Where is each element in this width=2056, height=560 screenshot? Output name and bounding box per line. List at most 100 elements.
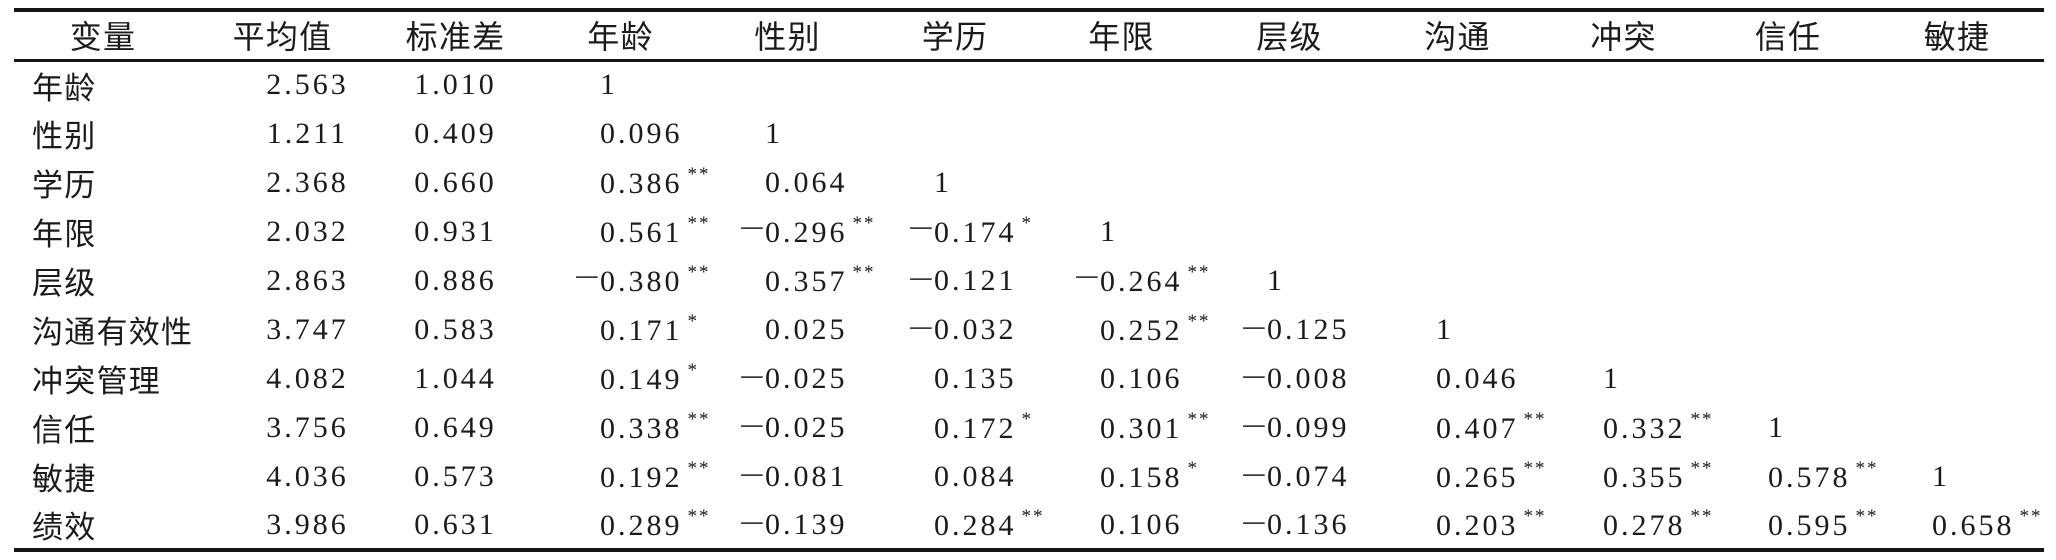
- significance-stars: **: [1523, 458, 1547, 479]
- corr-cell: 1: [1706, 403, 1870, 452]
- corr-cell: 0.278 **: [1541, 501, 1712, 550]
- minus-sign: −: [573, 261, 600, 294]
- corr-value: −0.025: [738, 360, 848, 395]
- mean-cell: 4.036: [266, 459, 349, 493]
- table-row: 性别 1.211 0.409 0.096 1: [14, 109, 2044, 158]
- corr-cell: −0.099: [1205, 403, 1374, 452]
- corr-value: 0.025: [765, 312, 848, 346]
- corr-value: 0.278 **: [1603, 506, 1714, 542]
- corr-value: 1: [1603, 361, 1621, 395]
- significance-stars: **: [2019, 506, 2043, 527]
- significance-stars: **: [1690, 409, 1714, 430]
- corr-value: 1: [1100, 214, 1118, 248]
- corr-cell: 0.135: [872, 354, 1038, 403]
- corr-cell: [1205, 207, 1374, 256]
- corr-cell: [1870, 256, 2044, 305]
- minus-sign: −: [907, 311, 934, 345]
- corr-cell: 0.172 *: [872, 403, 1038, 452]
- corr-cell: [872, 60, 1038, 109]
- sd-cell: 0.649: [414, 410, 497, 444]
- corr-cell: 0.386 **: [538, 158, 709, 207]
- column-header: 年限: [1088, 19, 1155, 56]
- corr-cell: 0.658 **: [1870, 501, 2044, 550]
- corr-value: 0.578 **: [1768, 458, 1879, 494]
- mean-cell: 2.032: [266, 214, 349, 248]
- corr-cell: −0.139: [703, 501, 872, 550]
- corr-value: 0.046: [1436, 361, 1519, 395]
- table-row: 年限 2.032 0.931 0.561 ** −0.296 ** −0.174 * 1: [14, 207, 2044, 256]
- corr-value: 0.386 **: [600, 164, 711, 200]
- mean-cell: 4.082: [266, 361, 349, 395]
- corr-value: 0.284 **: [934, 506, 1045, 542]
- minus-sign: −: [907, 262, 934, 296]
- corr-value: −0.081: [738, 458, 848, 493]
- corr-value: 0.149 *: [600, 360, 699, 396]
- corr-cell: −0.174 *: [872, 207, 1038, 256]
- corr-cell: 0.252 **: [1038, 305, 1209, 354]
- column-header: 平均值: [232, 19, 333, 56]
- corr-value: 0.192 **: [600, 458, 711, 494]
- corr-value: 0.658 **: [1932, 506, 2043, 542]
- minus-sign: −: [738, 506, 765, 540]
- sd-cell: 0.886: [414, 263, 497, 297]
- corr-value: −0.074: [1240, 458, 1350, 493]
- corr-value: 0.355 **: [1603, 458, 1714, 494]
- corr-cell: 1: [538, 60, 703, 109]
- corr-cell: 0.149 *: [538, 354, 703, 403]
- corr-cell: [1706, 354, 1870, 403]
- column-header: 性别: [754, 19, 821, 56]
- corr-cell: 0.046: [1374, 354, 1541, 403]
- corr-cell: [872, 109, 1038, 158]
- corr-cell: 1: [1038, 207, 1205, 256]
- significance-stars: **: [1690, 458, 1714, 479]
- corr-cell: −0.025: [703, 403, 872, 452]
- corr-value: −0.121: [907, 262, 1017, 297]
- corr-value: −0.380 **: [573, 261, 711, 298]
- corr-value: 1: [1267, 263, 1285, 297]
- table-row: 沟通有效性 3.747 0.583 0.171 * 0.025−0.032 0.252 ** −…: [14, 305, 2044, 354]
- column-header: 年龄: [587, 19, 654, 56]
- significance-stars: *: [687, 311, 699, 332]
- table-row: 层级 2.863 0.886 −0.380 ** 0.357 ** −0.121 −0.264 *…: [14, 256, 2044, 305]
- table-row: 绩效 3.986 0.631 0.289 ** −0.139 0.284 ** 0.106−0.…: [14, 501, 2044, 550]
- sd-cell: 0.660: [414, 165, 497, 199]
- header-row: 变量 平均值 标准差 年龄 性别 学历 年限 层级 沟通 冲突 信任 敏捷: [14, 10, 2044, 60]
- corr-cell: [1205, 109, 1374, 158]
- significance-stars: **: [852, 262, 876, 283]
- significance-stars: **: [1855, 458, 1879, 479]
- significance-stars: **: [1523, 506, 1547, 527]
- corr-cell: 0.332 **: [1541, 403, 1712, 452]
- column-header: 学历: [921, 19, 989, 56]
- corr-cell: [1706, 207, 1870, 256]
- corr-value: 1: [1436, 312, 1454, 346]
- significance-stars: **: [1187, 311, 1211, 332]
- corr-cell: [1541, 305, 1706, 354]
- significance-stars: **: [687, 409, 711, 430]
- mean-cell: 3.747: [266, 312, 349, 346]
- minus-sign: −: [738, 409, 765, 443]
- corr-cell: 0.084: [872, 452, 1038, 501]
- corr-cell: 0.265 **: [1374, 452, 1545, 501]
- corr-value: 0.561 **: [600, 213, 711, 249]
- corr-cell: 1: [1205, 256, 1374, 305]
- corr-cell: −0.121: [872, 256, 1038, 305]
- minus-sign: −: [1240, 458, 1267, 492]
- corr-value: 0.064: [765, 165, 848, 199]
- corr-cell: −0.125: [1205, 305, 1374, 354]
- corr-cell: 0.192 **: [538, 452, 709, 501]
- corr-cell: 1: [1374, 305, 1541, 354]
- corr-value: 0.172 *: [934, 409, 1033, 445]
- corr-cell: [1374, 207, 1541, 256]
- corr-value: −0.136: [1240, 506, 1350, 541]
- significance-stars: **: [687, 213, 711, 234]
- minus-sign: −: [738, 212, 765, 245]
- row-label: 层级: [32, 266, 97, 301]
- table-row: 年龄 2.563 1.010 1: [14, 60, 2044, 109]
- corr-cell: [1870, 207, 2044, 256]
- table-header: 变量 平均值 标准差 年龄 性别 学历 年限 层级 沟通 冲突 信任 敏捷: [14, 10, 2044, 60]
- row-label: 沟通有效性: [32, 315, 194, 350]
- corr-value: 0.106: [1100, 507, 1183, 541]
- sd-cell: 0.583: [414, 312, 497, 346]
- mean-cell: 2.863: [266, 263, 349, 297]
